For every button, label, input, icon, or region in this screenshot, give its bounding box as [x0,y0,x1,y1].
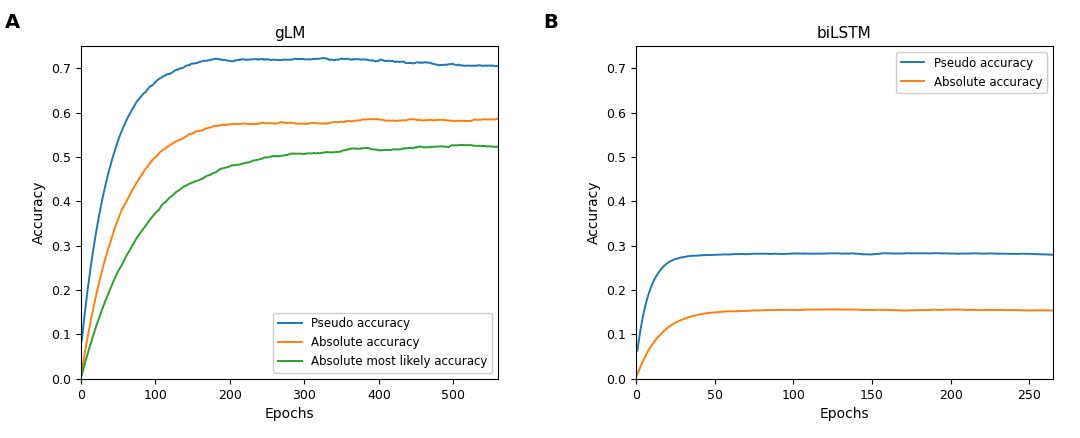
Absolute most likely accuracy [491,144,504,149]
Pseudo accuracy [1018,251,1031,257]
Pseudo accuracy [109,144,122,149]
Legend: Pseudo accuracy, Absolute accuracy, Absolute most likely accuracy: Pseudo accuracy, Absolute accuracy, Abso… [273,313,492,373]
Pseudo accuracy [318,55,330,60]
Absolute accuracy [1047,308,1059,313]
Absolute accuracy [949,307,962,312]
Pseudo accuracy [900,251,913,256]
Line: Pseudo accuracy: Pseudo accuracy [82,58,498,341]
Absolute most likely accuracy [429,144,442,149]
Line: Absolute accuracy: Absolute accuracy [637,309,1053,374]
Pseudo accuracy [78,311,91,316]
Absolute accuracy [109,222,122,227]
Absolute accuracy [1023,308,1036,313]
Pseudo accuracy [491,63,504,68]
Absolute accuracy [491,116,504,121]
Text: B: B [543,13,558,32]
Pseudo accuracy [368,59,381,64]
Text: A: A [5,13,21,32]
Line: Absolute most likely accuracy: Absolute most likely accuracy [82,145,498,375]
Absolute accuracy [429,118,442,123]
Title: biLSTM: biLSTM [818,26,872,41]
Absolute most likely accuracy [109,273,122,278]
Line: Pseudo accuracy: Pseudo accuracy [637,253,1053,350]
Pseudo accuracy [76,338,89,343]
Pseudo accuracy [949,251,962,256]
Absolute accuracy [78,351,91,357]
Absolute accuracy [1018,308,1031,313]
Absolute most likely accuracy [78,361,91,367]
Absolute most likely accuracy [438,144,451,149]
Legend: Pseudo accuracy, Absolute accuracy: Pseudo accuracy, Absolute accuracy [896,52,1048,93]
Title: gLM: gLM [274,26,306,41]
Pseudo accuracy [429,62,442,67]
Absolute accuracy [827,307,840,312]
Absolute accuracy [368,117,381,122]
Pseudo accuracy [440,62,453,67]
Absolute accuracy [798,307,811,312]
X-axis label: Epochs: Epochs [265,407,314,421]
Line: Absolute accuracy: Absolute accuracy [82,119,498,372]
Absolute most likely accuracy [368,147,381,152]
Absolute accuracy [886,307,899,313]
Absolute most likely accuracy [456,142,469,148]
Absolute most likely accuracy [76,372,89,378]
X-axis label: Epochs: Epochs [820,407,869,421]
Pseudo accuracy [813,251,826,256]
Absolute accuracy [345,119,357,124]
Absolute accuracy [438,117,451,123]
Absolute most likely accuracy [345,146,357,151]
Pseudo accuracy [346,57,359,62]
Pseudo accuracy [798,251,811,256]
Y-axis label: Accuracy: Accuracy [586,181,600,244]
Absolute accuracy [813,307,826,312]
Y-axis label: Accuracy: Accuracy [31,181,45,244]
Absolute accuracy [631,372,644,377]
Absolute accuracy [76,369,89,374]
Pseudo accuracy [631,348,644,353]
Pseudo accuracy [1023,251,1036,256]
Pseudo accuracy [1047,252,1059,257]
Pseudo accuracy [885,251,897,256]
